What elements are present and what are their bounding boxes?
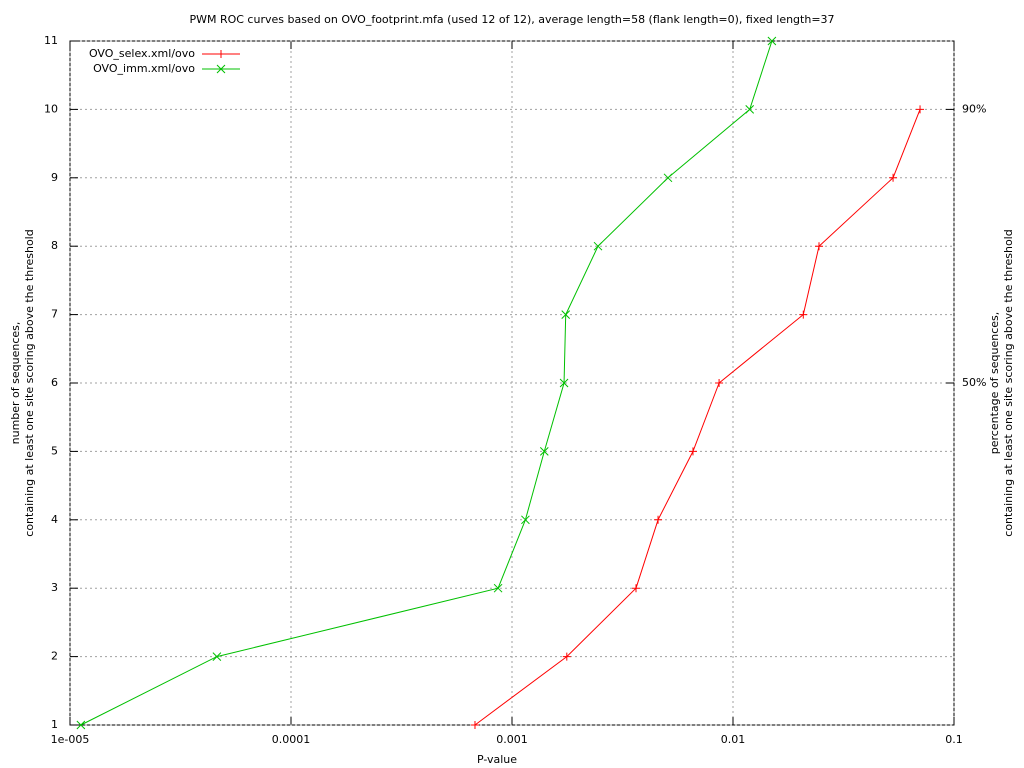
y-tick-label: 10 xyxy=(44,102,58,115)
y-tick-label: 4 xyxy=(51,513,58,526)
x-tick-label: 0.1 xyxy=(945,733,963,746)
point xyxy=(559,378,569,388)
series-line xyxy=(474,109,921,726)
point xyxy=(562,652,571,661)
point xyxy=(815,242,824,251)
point xyxy=(470,721,479,729)
y2-tick-label: 50% xyxy=(962,376,986,389)
y-tick-label: 9 xyxy=(51,171,58,184)
point xyxy=(799,310,808,319)
y2-axis-label: percentage of sequences, xyxy=(988,312,1001,454)
y2-axis-label: containing at least one site scoring abo… xyxy=(1002,229,1015,536)
point xyxy=(561,310,571,319)
y-tick-label: 5 xyxy=(51,444,58,457)
y-tick-label: 8 xyxy=(51,239,58,252)
x-axis-label: P-value xyxy=(477,753,517,766)
point xyxy=(767,36,777,46)
point xyxy=(715,379,724,387)
y-axis-label: number of sequences, xyxy=(9,322,22,445)
point xyxy=(916,105,925,114)
point xyxy=(745,105,755,114)
y-tick-label: 11 xyxy=(44,34,58,47)
y-tick-label: 1 xyxy=(51,718,58,731)
x-tick-label: 0.001 xyxy=(496,733,528,746)
point xyxy=(216,64,226,74)
y-axis-label: containing at least one site scoring abo… xyxy=(23,229,36,536)
y-tick-label: 6 xyxy=(51,376,58,389)
point xyxy=(521,515,530,525)
x-tick-label: 0.01 xyxy=(721,733,746,746)
legend-label: OVO_imm.xml/ovo xyxy=(93,62,195,75)
point xyxy=(593,241,603,251)
point xyxy=(539,447,549,456)
point xyxy=(889,173,898,182)
x-tick-label: 1e-005 xyxy=(51,733,90,746)
y-tick-label: 2 xyxy=(51,650,58,663)
point xyxy=(212,652,222,661)
y-tick-label: 7 xyxy=(51,308,58,321)
point xyxy=(654,515,663,524)
legend-label: OVO_selex.xml/ovo xyxy=(89,47,195,60)
point xyxy=(632,584,641,593)
point xyxy=(663,173,673,183)
y-tick-label: 3 xyxy=(51,581,58,594)
point xyxy=(217,50,225,58)
point xyxy=(76,720,86,730)
y2-tick-label: 90% xyxy=(962,102,986,115)
chart-title: PWM ROC curves based on OVO_footprint.mf… xyxy=(189,13,834,26)
point xyxy=(688,447,697,456)
x-tick-label: 0.0001 xyxy=(272,733,311,746)
point xyxy=(493,583,503,593)
